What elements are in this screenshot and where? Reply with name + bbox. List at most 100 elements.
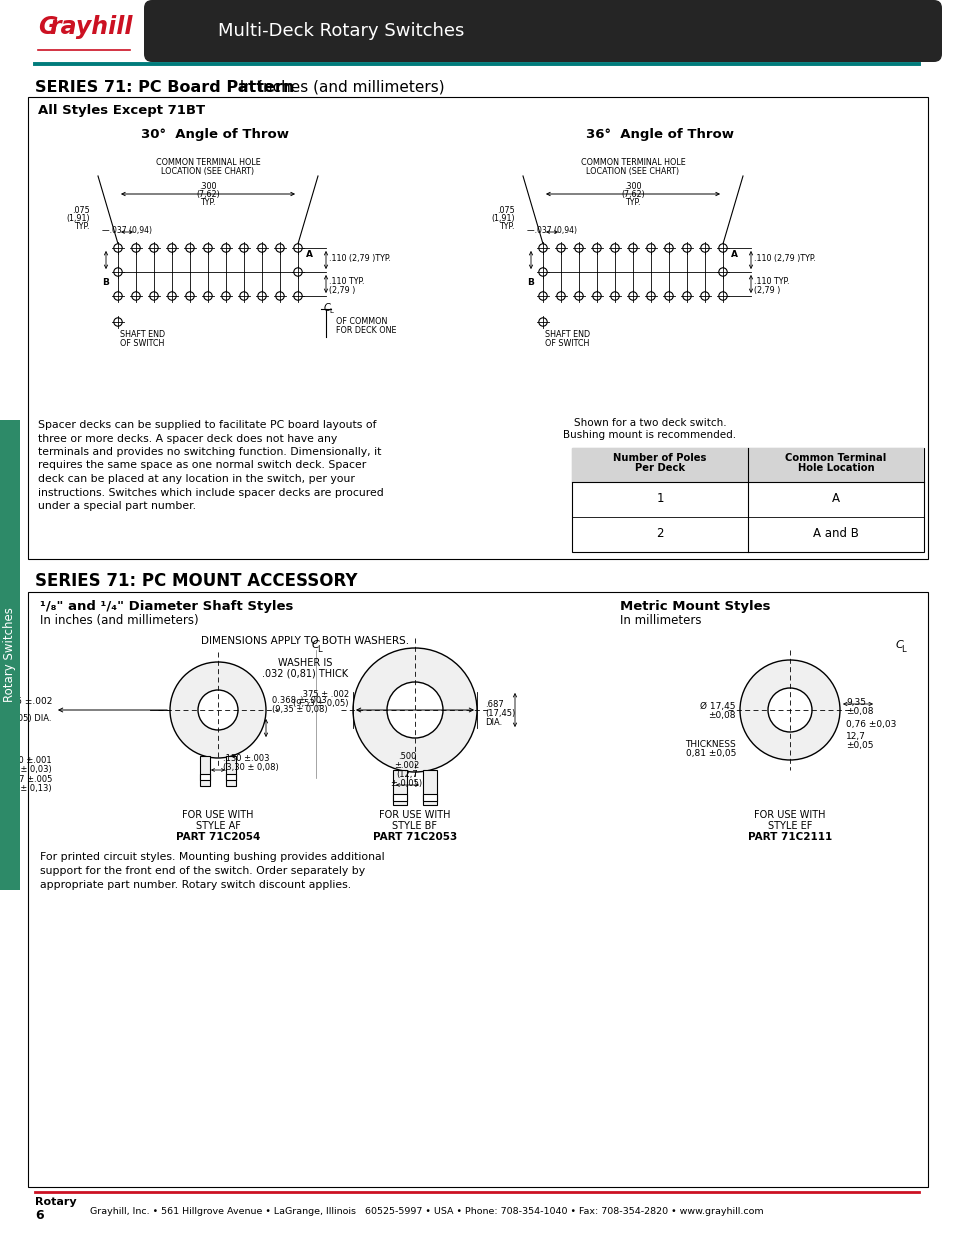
Circle shape: [275, 291, 284, 300]
Text: TYP.: TYP.: [200, 198, 215, 207]
Text: LOCATION (SEE CHART): LOCATION (SEE CHART): [586, 167, 679, 177]
Text: L: L: [329, 308, 333, 314]
Circle shape: [387, 682, 442, 739]
Text: FOR USE WITH: FOR USE WITH: [754, 810, 825, 820]
Circle shape: [767, 688, 811, 732]
Text: A: A: [831, 492, 840, 505]
Text: (1,91): (1,91): [491, 214, 515, 224]
Text: C: C: [324, 303, 331, 312]
Text: .500: .500: [397, 752, 416, 761]
Text: .032 (0,81) THICK: .032 (0,81) THICK: [262, 669, 348, 679]
Text: ±.002: ±.002: [394, 761, 419, 769]
Circle shape: [610, 291, 618, 300]
Circle shape: [239, 243, 248, 252]
Text: .110 (2,79 )TYP.: .110 (2,79 )TYP.: [753, 253, 815, 263]
Text: deck can be placed at any location in the switch, per your: deck can be placed at any location in th…: [38, 474, 355, 484]
Text: support for the front end of the switch. Order separately by: support for the front end of the switch.…: [40, 866, 365, 876]
Text: ¹/₈" and ¹/₄" Diameter Shaft Styles: ¹/₈" and ¹/₄" Diameter Shaft Styles: [40, 600, 294, 613]
Text: ±0,08: ±0,08: [708, 711, 735, 720]
Circle shape: [294, 243, 302, 252]
Circle shape: [628, 243, 637, 252]
Text: 2: 2: [656, 527, 663, 540]
Text: A: A: [306, 249, 313, 259]
Text: 30°  Angle of Throw: 30° Angle of Throw: [141, 128, 289, 141]
Circle shape: [204, 243, 212, 252]
Circle shape: [646, 291, 655, 300]
Text: OF COMMON: OF COMMON: [335, 317, 387, 326]
Circle shape: [592, 291, 600, 300]
Circle shape: [664, 291, 673, 300]
Text: 6: 6: [35, 1209, 44, 1221]
Bar: [200, 774, 210, 781]
Circle shape: [294, 291, 302, 300]
Bar: [422, 769, 436, 805]
Text: 0,81 ±0,05: 0,81 ±0,05: [685, 748, 735, 758]
Circle shape: [257, 243, 266, 252]
Text: In inches (and millimeters): In inches (and millimeters): [230, 80, 444, 95]
Circle shape: [610, 243, 618, 252]
Text: FOR USE WITH: FOR USE WITH: [182, 810, 253, 820]
Text: (7,62): (7,62): [620, 190, 644, 199]
Text: .255 ±.002: .255 ±.002: [2, 697, 52, 706]
Circle shape: [132, 243, 140, 252]
Circle shape: [170, 662, 266, 758]
Text: B: B: [527, 278, 534, 287]
Bar: [226, 774, 235, 781]
Circle shape: [113, 243, 122, 252]
Circle shape: [150, 243, 158, 252]
Text: Ø 17,45: Ø 17,45: [700, 701, 735, 711]
Text: .300: .300: [623, 182, 641, 191]
Text: 12,7: 12,7: [845, 732, 865, 741]
Text: ± 0,05): ± 0,05): [391, 779, 422, 788]
Bar: [28, 98, 927, 559]
Text: (2,79 ): (2,79 ): [753, 287, 780, 295]
Text: Multi-Deck Rotary Switches: Multi-Deck Rotary Switches: [218, 22, 464, 40]
Circle shape: [204, 291, 212, 300]
Text: SERIES 71: PC MOUNT ACCESSORY: SERIES 71: PC MOUNT ACCESSORY: [35, 572, 357, 590]
Bar: [572, 448, 923, 482]
Text: THICKNESS: THICKNESS: [684, 740, 735, 748]
Circle shape: [221, 243, 230, 252]
Text: Metric Mount Styles: Metric Mount Styles: [619, 600, 770, 613]
Bar: [422, 794, 436, 802]
Text: Hole Location: Hole Location: [797, 463, 873, 473]
Text: DIMENSIONS APPLY TO BOTH WASHERS.: DIMENSIONS APPLY TO BOTH WASHERS.: [201, 636, 409, 646]
Text: .375 ± .002: .375 ± .002: [299, 690, 349, 699]
Text: .110 TYP.: .110 TYP.: [329, 277, 364, 287]
Text: PART 71C2111: PART 71C2111: [747, 832, 831, 842]
FancyBboxPatch shape: [144, 0, 941, 62]
Text: (17,45): (17,45): [484, 709, 515, 718]
Text: For printed circuit styles. Mounting bushing provides additional: For printed circuit styles. Mounting bus…: [40, 852, 384, 862]
Text: —.037 (0,94): —.037 (0,94): [526, 226, 577, 235]
Text: TYP.: TYP.: [74, 222, 90, 231]
Bar: [572, 448, 923, 552]
Circle shape: [700, 291, 708, 300]
Text: Number of Poles: Number of Poles: [613, 453, 706, 463]
Text: SERIES 71: PC Board Pattern: SERIES 71: PC Board Pattern: [35, 80, 294, 95]
Text: G: G: [38, 15, 57, 40]
Circle shape: [113, 291, 122, 300]
Circle shape: [682, 243, 691, 252]
Text: .300: .300: [199, 182, 216, 191]
Text: A and B: A and B: [812, 527, 858, 540]
Circle shape: [353, 648, 476, 772]
Text: .110 (2,79 )TYP.: .110 (2,79 )TYP.: [329, 253, 391, 263]
Circle shape: [294, 268, 302, 277]
Text: STYLE EF: STYLE EF: [767, 821, 811, 831]
Text: Bushing mount is recommended.: Bushing mount is recommended.: [563, 430, 736, 440]
Text: .075: .075: [72, 206, 90, 215]
Bar: [200, 756, 210, 785]
Text: .075: .075: [497, 206, 515, 215]
Text: (0,76 ± 0,03): (0,76 ± 0,03): [0, 764, 52, 774]
Text: WASHER IS: WASHER IS: [277, 658, 332, 668]
Circle shape: [740, 659, 840, 760]
Circle shape: [257, 291, 266, 300]
Text: FOR DECK ONE: FOR DECK ONE: [335, 326, 396, 335]
Circle shape: [538, 291, 547, 300]
Text: OF SWITCH: OF SWITCH: [120, 338, 164, 348]
Text: TYP.: TYP.: [499, 222, 515, 231]
Text: L: L: [316, 645, 321, 655]
Bar: [0, 420, 20, 890]
Text: instructions. Switches which include spacer decks are procured: instructions. Switches which include spa…: [38, 488, 383, 498]
Text: (7,62): (7,62): [196, 190, 219, 199]
